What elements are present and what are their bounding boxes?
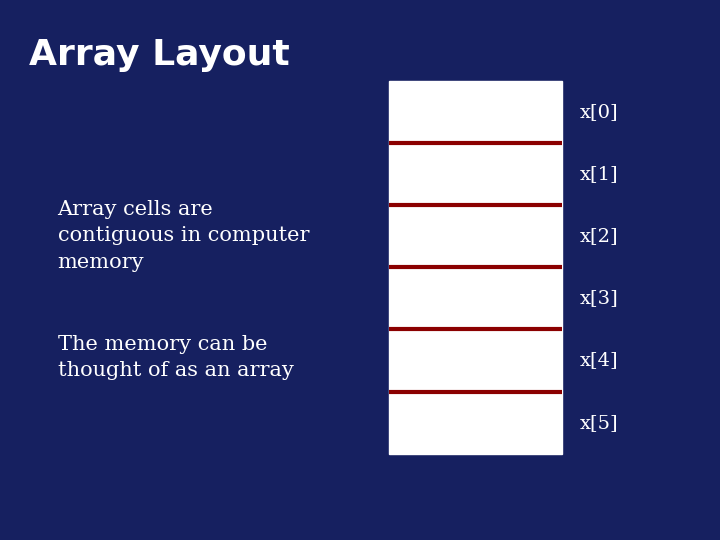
Text: x[2]: x[2] bbox=[580, 227, 618, 245]
Bar bbox=[389, 81, 562, 454]
Text: x[1]: x[1] bbox=[580, 165, 618, 183]
Text: Array cells are
contiguous in computer
memory: Array cells are contiguous in computer m… bbox=[58, 200, 309, 272]
Text: x[0]: x[0] bbox=[580, 103, 618, 121]
Text: x[3]: x[3] bbox=[580, 289, 618, 307]
Text: Array Layout: Array Layout bbox=[29, 38, 289, 72]
Text: The memory can be
thought of as an array: The memory can be thought of as an array bbox=[58, 335, 294, 380]
Text: x[5]: x[5] bbox=[580, 414, 618, 431]
Text: x[4]: x[4] bbox=[580, 352, 618, 369]
